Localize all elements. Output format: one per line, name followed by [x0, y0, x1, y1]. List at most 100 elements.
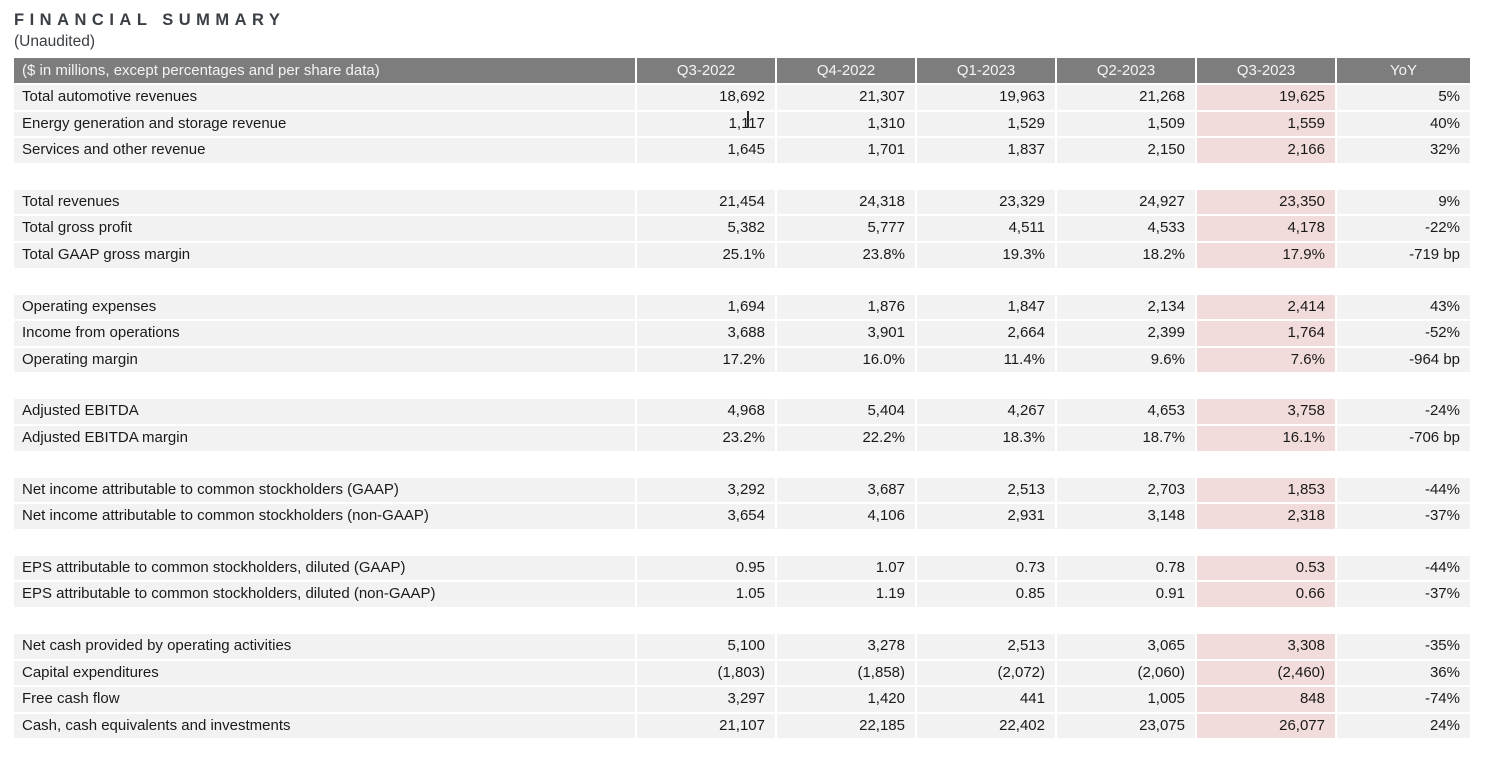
table-body: Total automotive revenues 18,692 21,307 19,…	[14, 85, 1472, 739]
column-header-q3-2022: Q3-2022	[637, 58, 775, 83]
cell-yoy-value: -74%	[1337, 687, 1470, 712]
cell-value: 4,267	[917, 399, 1055, 424]
cell-value: 21,454	[637, 189, 775, 215]
table-row: Free cash flow 3,297 1,420 441 1,005 848 -74%	[14, 687, 1472, 712]
cell-value: 441	[917, 687, 1055, 712]
cell-value: 19.3%	[917, 242, 1055, 268]
cell-value: 18.7%	[1057, 425, 1195, 451]
cell-yoy-value: -52%	[1337, 321, 1470, 346]
row-label: Energy generation and storage revenue	[14, 111, 635, 137]
cell-value: 19,625	[1197, 85, 1335, 110]
column-header-q2-2023: Q2-2023	[1057, 58, 1195, 83]
row-label: EPS attributable to common stockholders,…	[14, 582, 635, 607]
row-label: Income from operations	[14, 321, 635, 346]
table-row: Capital expenditures (1,803) (1,858) (2,072…	[14, 660, 1472, 686]
cell-value: 4,653	[1057, 399, 1195, 424]
cell-value: 3,292	[637, 477, 775, 503]
table-row: Total automotive revenues 18,692 21,307 19,…	[14, 85, 1472, 110]
row-label: Adjusted EBITDA	[14, 399, 635, 424]
column-header-q4-2022: Q4-2022	[777, 58, 915, 83]
row-label: Total GAAP gross margin	[14, 242, 635, 268]
cell-value: 24,318	[777, 189, 915, 215]
cell-value: 0.91	[1057, 582, 1195, 607]
cell-value: (2,060)	[1057, 660, 1195, 686]
cell-value: 2,318	[1197, 504, 1335, 529]
table-header-label: ($ in millions, except percentages and p…	[14, 58, 635, 83]
column-header-yoy: YoY	[1337, 58, 1470, 83]
cell-value: 22.2%	[777, 425, 915, 451]
row-group: Operating expenses 1,694 1,876 1,847 2,134 2,…	[14, 294, 1472, 373]
cell-value: 23.8%	[777, 242, 915, 268]
cell-value: 3,278	[777, 633, 915, 659]
row-label: Services and other revenue	[14, 138, 635, 163]
cell-value: 3,687	[777, 477, 915, 503]
row-label: EPS attributable to common stockholders,…	[14, 555, 635, 581]
cell-value: 1,117	[637, 111, 775, 137]
row-label: Total automotive revenues	[14, 85, 635, 110]
row-label: Free cash flow	[14, 687, 635, 712]
cell-value: 1,529	[917, 111, 1055, 137]
row-group: Adjusted EBITDA 4,968 5,404 4,267 4,653 3,758…	[14, 399, 1472, 451]
row-group: Net income attributable to common stockh…	[14, 477, 1472, 529]
cell-yoy-value: 9%	[1337, 189, 1470, 215]
cell-value: (1,858)	[777, 660, 915, 686]
table-row: Adjusted EBITDA 4,968 5,404 4,267 4,653 3,758…	[14, 399, 1472, 424]
table-row: Net cash provided by operating activitie…	[14, 633, 1472, 659]
table-row: EPS attributable to common stockholders,…	[14, 582, 1472, 607]
table-row: Operating expenses 1,694 1,876 1,847 2,134 2,…	[14, 294, 1472, 320]
row-label: Operating margin	[14, 347, 635, 373]
cell-value: 0.85	[917, 582, 1055, 607]
cell-value: 3,308	[1197, 633, 1335, 659]
row-label: Cash, cash equivalents and investments	[14, 713, 635, 739]
cell-value: 2,703	[1057, 477, 1195, 503]
cell-value: 2,399	[1057, 321, 1195, 346]
cell-value: 848	[1197, 687, 1335, 712]
row-label: Total gross profit	[14, 216, 635, 241]
cell-value: 0.78	[1057, 555, 1195, 581]
row-label: Net cash provided by operating activitie…	[14, 633, 635, 659]
cell-value: 3,688	[637, 321, 775, 346]
cell-yoy-value: -44%	[1337, 555, 1470, 581]
row-group: Total automotive revenues 18,692 21,307 19,…	[14, 85, 1472, 163]
table-row: EPS attributable to common stockholders,…	[14, 555, 1472, 581]
cell-value: 1,559	[1197, 111, 1335, 137]
cell-yoy-value: 36%	[1337, 660, 1470, 686]
table-row: Total revenues 21,454 24,318 23,329 24,927 23…	[14, 189, 1472, 215]
cell-value: 19,963	[917, 85, 1055, 110]
row-label: Net income attributable to common stockh…	[14, 477, 635, 503]
cell-yoy-value: -44%	[1337, 477, 1470, 503]
cell-value: 2,931	[917, 504, 1055, 529]
cell-value: 3,065	[1057, 633, 1195, 659]
page-subtitle: (Unaudited)	[14, 33, 95, 50]
table-row: Operating margin 17.2% 16.0% 11.4% 9.6% 7.6% -…	[14, 347, 1472, 373]
cell-value: 2,134	[1057, 294, 1195, 320]
table-row: Adjusted EBITDA margin 23.2% 22.2% 18.3% 18.…	[14, 425, 1472, 451]
cell-yoy-value: -706 bp	[1337, 425, 1470, 451]
row-group: Net cash provided by operating activitie…	[14, 633, 1472, 739]
cell-value: 26,077	[1197, 713, 1335, 739]
cell-value: 2,150	[1057, 138, 1195, 163]
cell-value: 1,645	[637, 138, 775, 163]
cell-value: 4,968	[637, 399, 775, 424]
cell-value: 2,166	[1197, 138, 1335, 163]
cell-value: (2,072)	[917, 660, 1055, 686]
table-row: Total GAAP gross margin 25.1% 23.8% 19.3% 18…	[14, 242, 1472, 268]
cell-value: 23,350	[1197, 189, 1335, 215]
cell-value: 0.53	[1197, 555, 1335, 581]
table-row: Total gross profit 5,382 5,777 4,511 4,533 4,…	[14, 216, 1472, 241]
row-group: EPS attributable to common stockholders,…	[14, 555, 1472, 607]
cell-value: 16.0%	[777, 347, 915, 373]
cell-value: 1,694	[637, 294, 775, 320]
table-row: Net income attributable to common stockh…	[14, 477, 1472, 503]
cell-value: 2,513	[917, 477, 1055, 503]
cell-value: 1,764	[1197, 321, 1335, 346]
cell-value: 1,310	[777, 111, 915, 137]
row-label: Total revenues	[14, 189, 635, 215]
cell-value: 2,513	[917, 633, 1055, 659]
cell-value: 17.9%	[1197, 242, 1335, 268]
cell-yoy-value: -37%	[1337, 582, 1470, 607]
cell-value: 1,847	[917, 294, 1055, 320]
cell-value: 4,511	[917, 216, 1055, 241]
table-row: Cash, cash equivalents and investments 21…	[14, 713, 1472, 739]
cell-value: 22,402	[917, 713, 1055, 739]
